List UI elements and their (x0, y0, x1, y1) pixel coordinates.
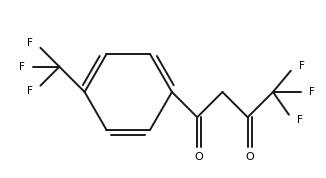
Text: O: O (195, 152, 203, 162)
Text: F: F (299, 61, 304, 71)
Text: F: F (27, 86, 33, 96)
Text: O: O (245, 152, 254, 162)
Text: F: F (27, 38, 33, 48)
Text: F: F (19, 62, 25, 72)
Text: F: F (297, 115, 303, 125)
Text: F: F (309, 87, 315, 97)
